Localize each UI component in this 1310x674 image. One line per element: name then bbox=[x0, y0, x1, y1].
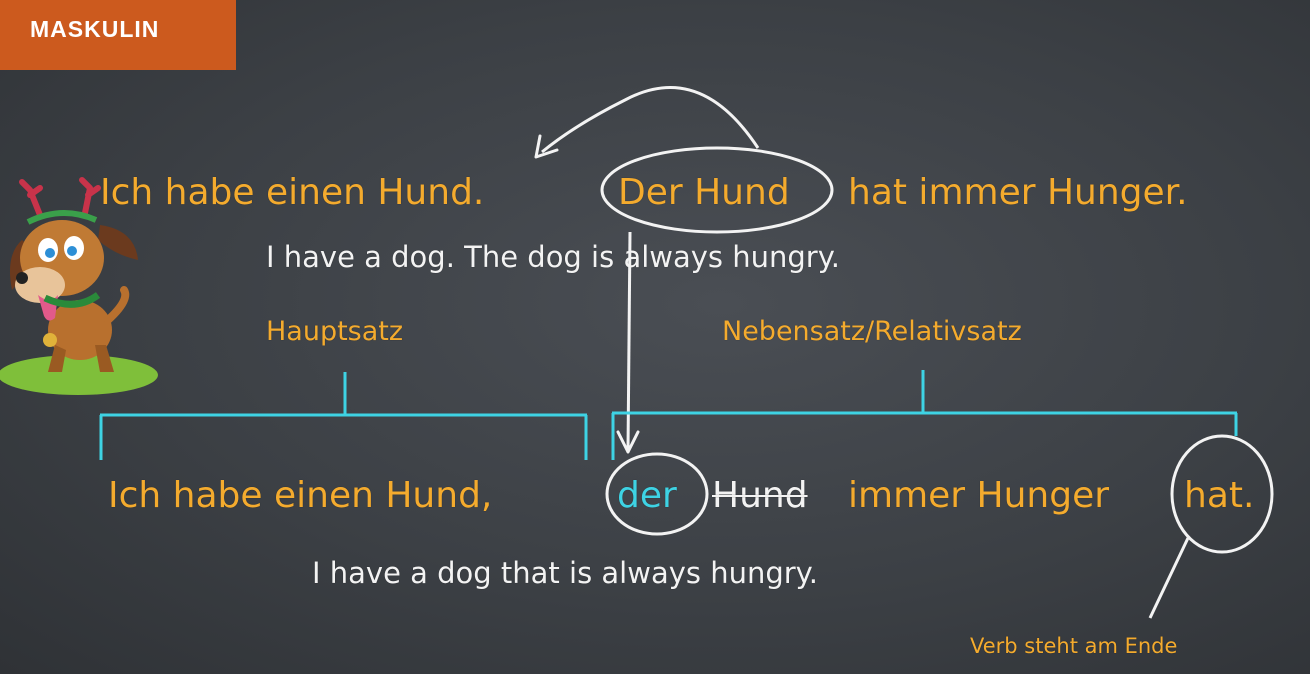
curved-arrow-head bbox=[534, 134, 559, 159]
sentence-1-german-rest: hat immer Hunger. bbox=[848, 172, 1188, 213]
sentence-2-english: I have a dog that is always hungry. bbox=[312, 556, 818, 590]
nebensatz-label: Nebensatz/Relativsatz bbox=[722, 316, 1022, 347]
dog-mascot-illustration bbox=[0, 177, 158, 395]
relative-pronoun: der bbox=[617, 475, 677, 516]
struck-noun: Hund bbox=[712, 475, 808, 516]
sentence-1-german-main: Ich habe einen Hund. bbox=[100, 172, 485, 213]
category-tag: MASKULIN bbox=[0, 0, 236, 70]
sentence-2-german-main: Ich habe einen Hund, bbox=[108, 475, 493, 516]
curved-arrow bbox=[541, 86, 760, 154]
circle-der-hund bbox=[600, 146, 834, 234]
bracket-hauptsatz bbox=[99, 372, 588, 460]
verb-end-note: Verb steht am Ende bbox=[970, 634, 1178, 658]
circle-der bbox=[605, 452, 709, 536]
bracket-nebensatz bbox=[611, 370, 1238, 460]
circle-hat bbox=[1170, 434, 1274, 554]
sentence-1-english: I have a dog. The dog is always hungry. bbox=[266, 240, 840, 274]
sentence-2-german-middle: immer Hunger bbox=[848, 475, 1110, 516]
final-verb: hat. bbox=[1184, 475, 1255, 516]
category-tag-label: MASKULIN bbox=[30, 16, 160, 42]
hauptsatz-label: Hauptsatz bbox=[266, 316, 404, 347]
down-arrow-head bbox=[616, 430, 640, 454]
down-arrow bbox=[626, 231, 632, 451]
sentence-1-german-circled: Der Hund bbox=[618, 172, 790, 213]
pointer-line bbox=[1148, 537, 1190, 619]
